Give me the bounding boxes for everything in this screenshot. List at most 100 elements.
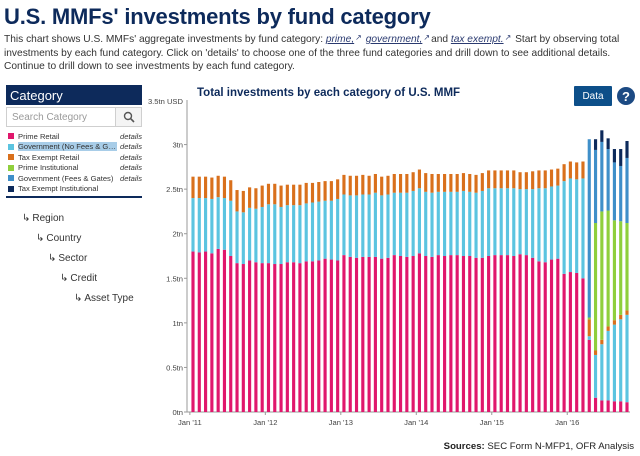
category-item[interactable]: Government (No Fees & Gates) details — [6, 142, 142, 153]
bar-segment-tax-exempt-retail — [260, 185, 264, 207]
bar-segment-prime-retail — [260, 263, 264, 412]
bar-segment-tax-exempt-retail — [524, 172, 528, 190]
bar-segment-tax-exempt-institutional — [612, 149, 616, 163]
page-title: U.S. MMFs' investments by fund category — [4, 4, 431, 29]
bar-segment-government-no-fees-gates- — [405, 192, 409, 257]
bar-segment-government-no-fees-gates- — [505, 188, 510, 256]
category-swatch — [8, 143, 14, 150]
bar-segment-government-fees-gates- — [587, 139, 591, 318]
bar-segment-government-no-fees-gates- — [537, 188, 541, 262]
bar-segment-prime-retail — [348, 256, 352, 412]
bar-segment-government-no-fees-gates- — [292, 205, 296, 263]
bar-segment-government-no-fees-gates- — [480, 190, 484, 258]
bar-segment-prime-retail — [285, 262, 289, 412]
details-link[interactable]: details — [120, 131, 142, 141]
bar-segment-tax-exempt-retail — [222, 176, 227, 199]
government-link[interactable]: government, — [365, 34, 423, 45]
bar-segment-prime-retail — [531, 257, 535, 412]
bar-segment-prime-retail — [336, 260, 340, 412]
drilldown-level-asset-type[interactable]: ↳ Asset Type — [74, 293, 134, 304]
drilldown-level-region[interactable]: ↳ Region — [22, 213, 64, 224]
category-item[interactable]: Prime Retail details — [6, 131, 142, 142]
bar-segment-tax-exempt-retail — [549, 169, 554, 187]
bar-segment-prime-retail — [411, 256, 415, 412]
bar-segment-prime-retail — [342, 255, 346, 412]
y-unit-label: 3.5tn USD — [148, 97, 184, 106]
search-button[interactable] — [115, 108, 141, 126]
drilldown-arrow-icon: ↳ — [48, 253, 57, 264]
data-button[interactable]: Data — [574, 86, 612, 106]
bar-segment-government-no-fees-gates- — [197, 198, 201, 253]
bar-segment-prime-retail — [329, 259, 333, 412]
drilldown-arrow-icon: ↳ — [60, 273, 69, 284]
bar-segment-tax-exempt-retail — [367, 175, 371, 195]
y-tick-label: 2tn — [172, 230, 183, 239]
bar-segment-tax-exempt-retail — [449, 173, 453, 192]
bar-segment-prime-institutional — [606, 210, 610, 327]
bar-segment-government-no-fees-gates- — [518, 189, 522, 255]
category-item[interactable]: Tax Exempt Retail details — [6, 152, 142, 163]
tax-exempt-link[interactable]: tax exempt. — [450, 34, 504, 45]
details-link[interactable]: details — [120, 142, 142, 152]
details-link[interactable]: details — [120, 163, 142, 173]
bar-segment-government-no-fees-gates- — [562, 181, 566, 274]
bar-segment-government-no-fees-gates- — [449, 191, 453, 256]
bar-segment-tax-exempt-retail — [512, 170, 516, 189]
bar-segment-government-no-fees-gates- — [266, 204, 271, 264]
bar-segment-tax-exempt-retail — [600, 339, 604, 345]
bar-segment-tax-exempt-retail — [430, 173, 434, 193]
bar-segment-tax-exempt-retail — [619, 314, 623, 320]
bar-segment-prime-retail — [587, 339, 591, 412]
bar-segment-government-no-fees-gates- — [241, 212, 245, 265]
help-icon[interactable]: ? — [617, 87, 635, 105]
drilldown-level-sector[interactable]: ↳ Sector — [48, 253, 87, 264]
bar-segment-government-no-fees-gates- — [348, 195, 352, 257]
bar-segment-tax-exempt-retail — [235, 190, 239, 212]
bar-segment-prime-retail — [367, 256, 371, 412]
category-item[interactable]: Tax Exempt Institutional — [6, 184, 142, 195]
bar-segment-government-no-fees-gates- — [248, 207, 252, 261]
drilldown-arrow-icon: ↳ — [36, 233, 45, 244]
details-link[interactable]: details — [120, 152, 142, 162]
category-list: Prime Retail details Government (No Fees &… — [6, 131, 142, 198]
bar-segment-tax-exempt-institutional — [619, 149, 623, 166]
bar-segment-prime-retail — [424, 256, 428, 412]
bar-segment-prime-institutional — [619, 221, 623, 315]
bar-segment-government-no-fees-gates- — [285, 205, 289, 263]
category-item[interactable]: Government (Fees & Gates) details — [6, 173, 142, 184]
bar-segment-prime-retail — [600, 400, 604, 412]
bar-segment-government-no-fees-gates- — [549, 186, 554, 260]
bar-segment-government-no-fees-gates- — [235, 211, 239, 264]
details-link[interactable]: details — [120, 173, 142, 183]
bar-segment-government-no-fees-gates- — [260, 206, 264, 264]
bar-segment-tax-exempt-retail — [254, 188, 258, 209]
bar-segment-tax-exempt-retail — [562, 164, 566, 182]
bar-segment-prime-retail — [568, 272, 572, 412]
bar-segment-tax-exempt-retail — [329, 181, 333, 201]
y-tick-label: 1tn — [172, 319, 183, 328]
bar-segment-tax-exempt-retail — [273, 183, 277, 205]
bar-segment-government-no-fees-gates- — [455, 191, 459, 256]
bar-segment-government-no-fees-gates- — [304, 203, 308, 262]
drilldown-label: Credit — [70, 273, 98, 284]
bar-segment-prime-retail — [361, 256, 365, 412]
bar-segment-prime-retail — [449, 255, 453, 412]
category-search — [6, 107, 142, 127]
bar-segment-government-no-fees-gates- — [229, 200, 233, 256]
bar-segment-government-no-fees-gates- — [619, 319, 623, 402]
description-text-2: Start by observing total investments by … — [4, 34, 620, 72]
drilldown-level-country[interactable]: ↳ Country — [36, 233, 81, 244]
bar-segment-government-no-fees-gates- — [443, 191, 447, 256]
category-swatch — [8, 175, 14, 182]
bar-segment-tax-exempt-retail — [581, 161, 585, 179]
search-input[interactable] — [7, 108, 115, 126]
prime-link[interactable]: prime, — [325, 34, 355, 45]
x-tick-label: Jan '11 — [178, 418, 202, 427]
bar-segment-tax-exempt-institutional — [606, 138, 610, 150]
drilldown-level-credit[interactable]: ↳ Credit — [60, 273, 97, 284]
bar-segment-government-no-fees-gates- — [329, 200, 333, 260]
bar-segment-government-no-fees-gates- — [222, 198, 227, 250]
category-item[interactable]: Prime Institutional details — [6, 163, 142, 174]
bar-segment-tax-exempt-retail — [505, 170, 510, 189]
bar-segment-government-fees-gates- — [619, 165, 623, 222]
